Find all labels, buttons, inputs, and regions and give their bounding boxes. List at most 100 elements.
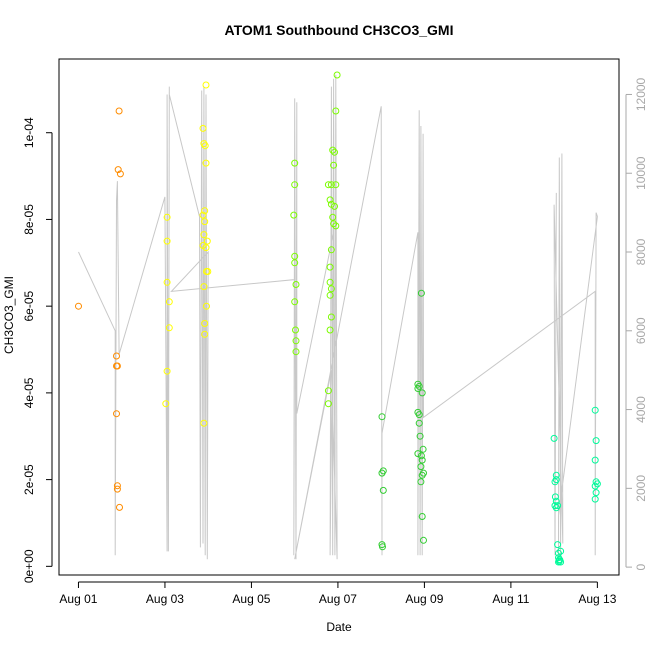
data-point [329, 213, 337, 221]
y2-tick-label: 8000 [634, 238, 648, 265]
y2-tick-label: 2000 [634, 475, 648, 502]
data-point [165, 298, 173, 306]
data-point [113, 482, 121, 490]
data-point [201, 320, 209, 327]
data-point [379, 486, 387, 494]
data-point [557, 558, 565, 566]
data-point [592, 489, 600, 497]
data-point [163, 367, 171, 375]
data-point [116, 503, 123, 511]
axes-layer: Aug 01 Aug 03 Aug 05 Aug 07 Aug 09 Aug 11 Aug … [22, 77, 648, 606]
data-point [327, 181, 335, 189]
data-point [326, 291, 334, 299]
data-point [291, 259, 299, 267]
data-point [324, 387, 332, 395]
data-point [199, 124, 207, 132]
data-point [292, 348, 300, 356]
x-tick-label: Aug 03 [146, 592, 184, 606]
data-point [591, 406, 599, 414]
data-point [418, 389, 426, 397]
data-point [551, 478, 559, 486]
data-point [416, 432, 424, 440]
data-point [291, 159, 299, 167]
x-tick-label: Aug 07 [319, 592, 357, 606]
data-point [200, 231, 208, 239]
data-point [326, 326, 334, 334]
data-point [113, 352, 120, 360]
data-point [326, 263, 334, 271]
y2-tick-label: 10000 [634, 156, 648, 190]
altitude-trace-layer [78, 74, 598, 560]
data-point [554, 502, 562, 510]
data-point [414, 450, 422, 458]
data-point [333, 71, 341, 79]
y-tick-label: 6e-05 [22, 290, 36, 321]
data-point [116, 170, 124, 178]
data-point [591, 482, 599, 490]
data-point [202, 159, 210, 167]
data-point [201, 142, 209, 150]
data-point [332, 222, 340, 230]
data-point [379, 543, 386, 551]
data-point [113, 410, 120, 418]
data-point [163, 278, 171, 286]
data-point [592, 437, 600, 445]
data-point [330, 220, 338, 228]
data-point [419, 445, 427, 453]
data-point [291, 181, 299, 189]
data-point [163, 237, 171, 245]
data-point [201, 218, 209, 226]
data-point [201, 330, 209, 338]
x-tick-label: Aug 11 [492, 592, 529, 606]
data-point [555, 549, 562, 557]
data-point [199, 211, 207, 219]
data-point [417, 463, 425, 471]
data-point [378, 413, 386, 421]
data-point [415, 411, 423, 419]
y2-tick-label: 4000 [634, 396, 648, 423]
y-tick-label: 2e-05 [22, 464, 36, 495]
data-point [324, 400, 332, 408]
data-point [163, 213, 171, 221]
y-axis-label: CH3CO3_GMI [2, 276, 16, 354]
data-point [113, 362, 121, 370]
data-point [200, 419, 208, 427]
plot-frame [58, 58, 620, 576]
data-point [290, 211, 298, 219]
y-tick-label: 4e-05 [22, 377, 36, 408]
data-point [554, 541, 562, 549]
data-point [330, 161, 338, 169]
data-point [327, 313, 335, 321]
data-point [417, 452, 425, 460]
data-point [591, 495, 599, 503]
data-point [557, 547, 565, 555]
x-axis-label: Date [326, 620, 352, 634]
y2-tick-label: 12000 [634, 77, 648, 111]
data-point [331, 148, 338, 156]
data-point [292, 326, 299, 334]
data-point [292, 281, 300, 288]
data-point [200, 283, 208, 291]
data-point [418, 456, 426, 464]
data-point [550, 434, 558, 442]
data-point [165, 324, 173, 332]
data-point [327, 246, 335, 254]
data-point [379, 467, 387, 475]
data-point [326, 278, 334, 286]
data-points-layer [75, 71, 601, 566]
data-point [201, 207, 209, 215]
data-point [326, 196, 334, 204]
data-point [203, 302, 210, 310]
data-point [332, 181, 340, 189]
data-point [115, 107, 123, 115]
data-point [551, 493, 559, 501]
data-point [593, 480, 601, 488]
data-point [552, 471, 560, 479]
data-point [327, 285, 335, 293]
data-point [292, 337, 300, 345]
data-point [331, 202, 338, 210]
y-tick-label: 1e-04 [22, 117, 36, 148]
x-tick-label: Aug 13 [578, 592, 616, 606]
